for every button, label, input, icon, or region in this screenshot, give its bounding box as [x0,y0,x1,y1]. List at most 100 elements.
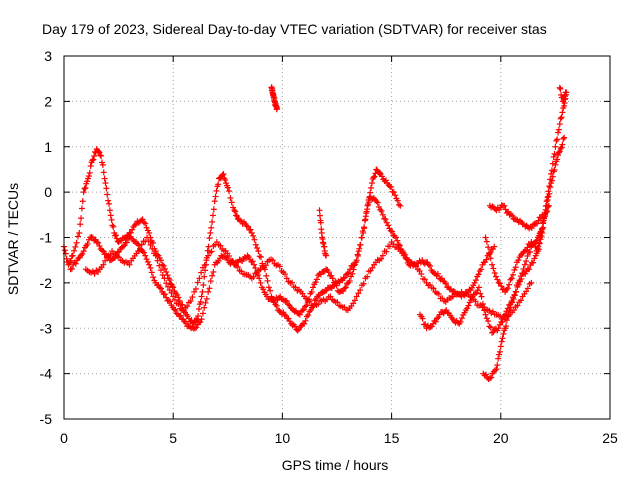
data-point [507,304,514,311]
data-point [182,320,189,327]
x-axis-label: GPS time / hours [282,457,389,473]
data-point [110,223,117,230]
data-point [523,258,530,265]
data-point [237,257,244,264]
data-point [222,176,229,183]
data-point [205,243,212,250]
data-point [296,311,303,318]
data-point [142,220,149,227]
data-point [137,247,144,254]
data-point [100,169,107,176]
data-point [481,307,488,314]
data-point [156,262,163,269]
data-point [89,157,96,164]
data-point [543,209,550,216]
data-point [312,279,319,286]
data-point [139,216,146,223]
data-point [327,284,334,291]
data-point [84,178,91,185]
data-point [506,281,513,288]
data-point [129,226,136,233]
data-point [533,250,540,257]
data-point [495,355,502,362]
data-point [245,253,252,260]
data-point [159,272,166,279]
data-point [148,269,155,276]
data-point [192,325,199,332]
data-point [202,299,209,306]
data-point [306,298,313,305]
data-point [156,284,163,291]
data-point [337,276,344,283]
data-point [496,348,503,355]
data-point [143,256,150,263]
data-point [334,299,341,306]
data-point [86,169,93,176]
data-point [513,216,520,223]
data-point [353,293,360,300]
data-point [427,262,434,269]
data-point [292,323,299,330]
data-point [192,285,199,292]
data-point [368,184,375,191]
data-point [230,204,237,211]
data-point [555,149,562,156]
data-point [96,242,103,249]
data-point [357,287,364,294]
data-point [549,160,556,167]
data-point [361,224,368,231]
data-point [561,134,568,141]
data-point [489,329,496,336]
data-point [378,173,385,180]
data-point [368,180,375,187]
data-point [355,248,362,255]
data-point [360,280,367,287]
data-point [231,207,238,214]
data-point [283,275,290,282]
data-point [78,215,85,222]
data-point [276,307,283,314]
data-point [450,288,457,295]
data-point [95,239,102,246]
data-point [490,328,497,335]
data-point [163,280,170,287]
data-point [559,141,566,148]
data-point [521,248,528,255]
data-point [161,265,168,272]
data-point [369,195,376,202]
data-point [551,150,558,157]
data-point [472,291,479,298]
data-point [99,247,106,254]
data-point [226,188,233,195]
data-point [309,284,316,291]
data-point [249,258,256,265]
data-point [548,170,555,177]
data-point [475,271,482,278]
data-point [545,188,552,195]
data-point [548,167,555,174]
data-point [512,264,519,271]
data-point [475,284,482,291]
data-point [373,198,380,205]
data-point [88,234,95,241]
data-point [77,221,84,228]
data-point [75,255,82,262]
data-point [419,315,426,322]
data-point [91,237,98,244]
data-point [364,206,371,213]
data-point [170,284,177,291]
data-point [342,284,349,291]
data-point [556,84,563,91]
data-point [491,269,498,276]
data-point [397,202,404,209]
data-point [168,289,175,296]
data-point [90,156,97,163]
data-point [308,288,315,295]
data-point [323,252,330,259]
data-point [96,149,103,156]
data-point [517,278,524,285]
data-point [256,253,263,260]
data-point [353,258,360,265]
data-point [109,255,116,262]
data-point [276,263,283,270]
